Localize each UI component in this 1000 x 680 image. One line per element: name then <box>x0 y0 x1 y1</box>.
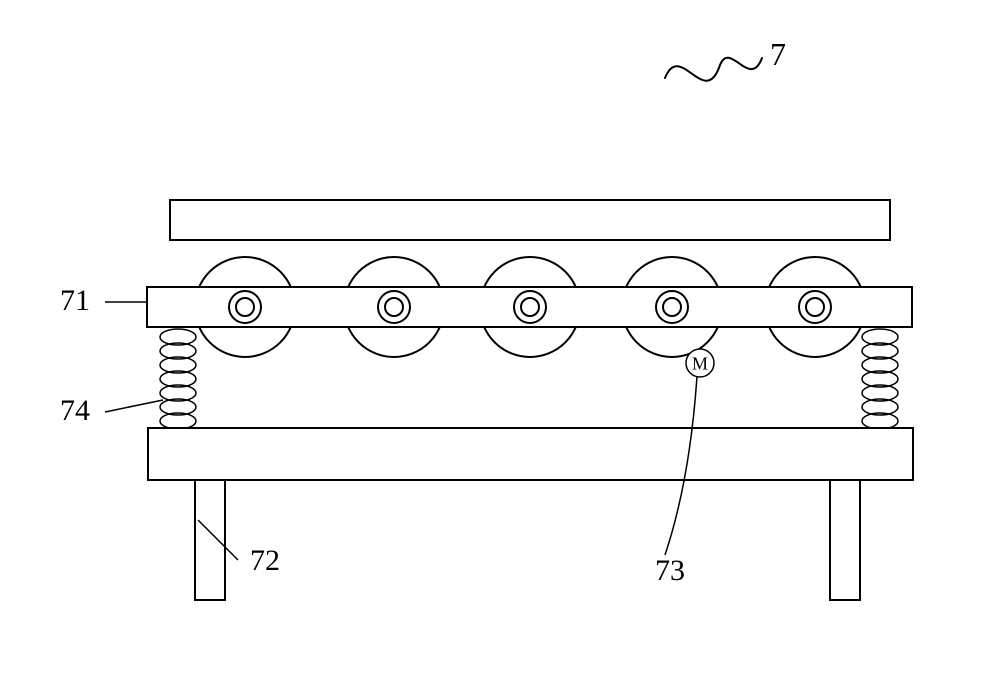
base-plate <box>148 428 913 480</box>
spring <box>160 329 196 429</box>
wheel-hub-inner <box>236 298 254 316</box>
leader-squiggle-main <box>665 58 762 81</box>
motor-label: M <box>692 353 708 373</box>
wheel-hub-inner <box>806 298 824 316</box>
wheel-hub-inner <box>663 298 681 316</box>
wheel-hub-inner <box>521 298 539 316</box>
leader-74 <box>105 400 163 412</box>
support-leg <box>830 480 860 600</box>
label-l74: 74 <box>60 394 90 427</box>
top-plate <box>170 200 890 240</box>
label-l71: 71 <box>60 284 90 317</box>
wheel-hub-inner <box>385 298 403 316</box>
label-main: 7 <box>770 36 786 72</box>
technical-diagram: M 7 71 74 72 73 <box>0 0 1000 680</box>
label-l72: 72 <box>250 544 280 577</box>
support-leg <box>195 480 225 600</box>
label-l73: 73 <box>655 554 685 587</box>
spring <box>862 329 898 429</box>
